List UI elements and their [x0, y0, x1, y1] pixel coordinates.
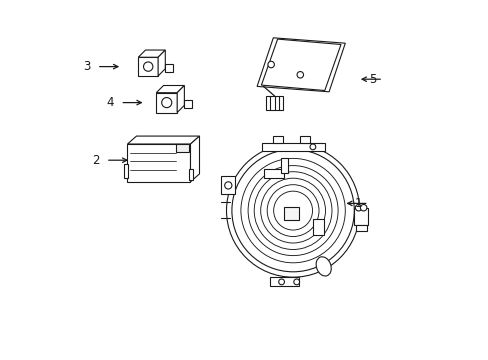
- Text: 4: 4: [106, 96, 114, 109]
- Bar: [127, 144, 190, 182]
- Text: 5: 5: [368, 73, 376, 86]
- Text: 1: 1: [354, 197, 362, 210]
- Polygon shape: [177, 85, 184, 112]
- Polygon shape: [158, 50, 165, 76]
- Polygon shape: [190, 136, 199, 182]
- Bar: [273, 136, 283, 143]
- Bar: [188, 169, 193, 180]
- Circle shape: [224, 182, 231, 189]
- Bar: [123, 164, 128, 178]
- Polygon shape: [257, 38, 345, 92]
- Circle shape: [278, 279, 284, 285]
- Circle shape: [360, 204, 366, 211]
- Circle shape: [309, 144, 315, 150]
- Bar: [138, 57, 158, 76]
- Text: 3: 3: [83, 60, 90, 73]
- Polygon shape: [284, 207, 298, 220]
- Circle shape: [355, 204, 361, 211]
- Circle shape: [296, 72, 303, 78]
- Circle shape: [267, 61, 274, 68]
- Bar: [176, 144, 188, 152]
- Polygon shape: [138, 50, 165, 57]
- Ellipse shape: [315, 257, 330, 276]
- Bar: [280, 158, 287, 173]
- Text: 2: 2: [92, 154, 99, 167]
- Bar: [355, 225, 366, 231]
- Circle shape: [143, 62, 153, 71]
- Bar: [221, 176, 235, 194]
- Bar: [265, 96, 283, 110]
- Bar: [354, 208, 367, 225]
- Bar: [300, 136, 310, 143]
- Polygon shape: [156, 85, 184, 93]
- Circle shape: [293, 279, 299, 285]
- Bar: [264, 169, 284, 178]
- Circle shape: [162, 98, 171, 108]
- Bar: [312, 219, 324, 235]
- Polygon shape: [261, 39, 340, 90]
- Polygon shape: [127, 136, 199, 144]
- Bar: [184, 100, 192, 108]
- Bar: [165, 64, 173, 72]
- Bar: [269, 277, 299, 286]
- Bar: [261, 143, 324, 151]
- Bar: [156, 93, 177, 112]
